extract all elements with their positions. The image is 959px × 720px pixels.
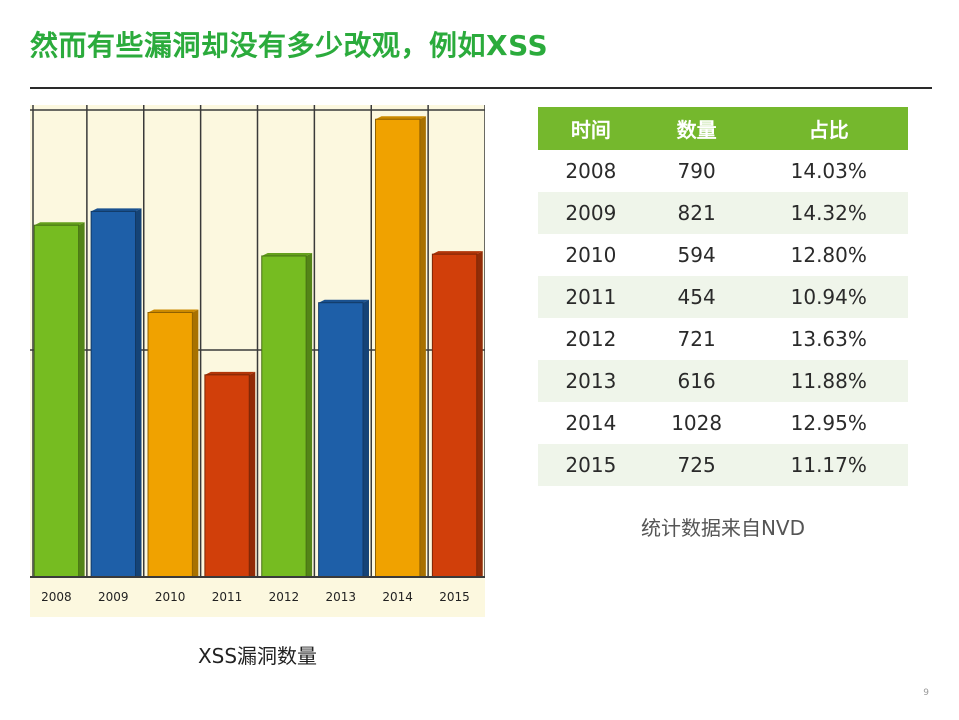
cell-count: 616 bbox=[643, 360, 750, 402]
table-row: 2009 821 14.32% bbox=[538, 192, 908, 234]
cell-count: 821 bbox=[643, 192, 750, 234]
table-row: 2011 454 10.94% bbox=[538, 276, 908, 318]
bar-side bbox=[78, 222, 85, 577]
bar-top bbox=[148, 309, 199, 313]
x-tick-label: 2009 bbox=[98, 590, 129, 604]
cell-year: 2010 bbox=[538, 234, 644, 276]
cell-share: 12.95% bbox=[749, 402, 908, 444]
bar bbox=[261, 255, 307, 578]
cell-share: 11.17% bbox=[749, 444, 908, 486]
bar-side bbox=[476, 251, 483, 578]
cell-year: 2011 bbox=[538, 276, 644, 318]
cell-count: 454 bbox=[643, 276, 750, 318]
xss-bar-chart: 2008 2009 2010 2011 2012 2013 2014 2015 bbox=[30, 105, 485, 617]
table-source-note: 统计数据来自NVD bbox=[640, 516, 806, 540]
cell-share: 13.63% bbox=[749, 318, 908, 360]
table-row: 2014 1028 12.95% bbox=[538, 402, 908, 444]
title-divider bbox=[30, 87, 932, 89]
cell-year: 2008 bbox=[538, 150, 644, 192]
bar-top bbox=[204, 371, 256, 375]
table-row: 2012 721 13.63% bbox=[538, 318, 908, 360]
table-header-row: 时间 数量 占比 bbox=[538, 107, 908, 150]
cell-count: 721 bbox=[643, 318, 750, 360]
xss-stats-table: 时间 数量 占比 2008 790 14.03% 2009 821 14.32% 2010 5… bbox=[538, 107, 908, 486]
bar bbox=[90, 210, 136, 578]
cell-year: 2009 bbox=[538, 192, 644, 234]
header-year: 时间 bbox=[538, 107, 644, 150]
cell-share: 11.88% bbox=[749, 360, 908, 402]
bar bbox=[33, 224, 80, 578]
chart-svg: 2008 2009 2010 2011 2012 2013 2014 2015 bbox=[30, 105, 485, 617]
cell-count: 1028 bbox=[643, 402, 750, 444]
x-tick-label: 2013 bbox=[326, 590, 357, 604]
bar bbox=[431, 253, 478, 578]
x-tick-label: 2008 bbox=[41, 590, 72, 604]
table-row: 2008 790 14.03% bbox=[538, 150, 908, 192]
bar bbox=[147, 312, 193, 578]
chart-caption: XSS漏洞数量 bbox=[197, 644, 318, 668]
bar-side bbox=[249, 371, 256, 577]
bar-top bbox=[375, 116, 426, 120]
cell-share: 10.94% bbox=[749, 276, 908, 318]
bar bbox=[318, 302, 364, 578]
x-tick-label: 2012 bbox=[269, 590, 300, 604]
bar-side bbox=[419, 116, 426, 577]
cell-share: 14.32% bbox=[749, 192, 908, 234]
header-share: 占比 bbox=[749, 107, 908, 150]
bar-side bbox=[306, 252, 313, 578]
bar-side bbox=[135, 208, 142, 577]
header-count: 数量 bbox=[643, 107, 750, 150]
bar-side bbox=[192, 309, 199, 577]
table-row: 2013 616 11.88% bbox=[538, 360, 908, 402]
cell-year: 2014 bbox=[538, 402, 644, 444]
bar-top bbox=[34, 222, 85, 226]
bar-side bbox=[362, 299, 369, 577]
bar bbox=[375, 118, 421, 578]
cell-share: 14.03% bbox=[749, 150, 908, 192]
cell-count: 790 bbox=[643, 150, 750, 192]
cell-share: 12.80% bbox=[749, 234, 908, 276]
bar-top bbox=[318, 299, 369, 303]
cell-year: 2013 bbox=[538, 360, 644, 402]
x-tick-label: 2015 bbox=[439, 590, 470, 604]
bar-top bbox=[91, 208, 142, 212]
bar-top bbox=[432, 251, 483, 255]
table-row: 2010 594 12.80% bbox=[538, 234, 908, 276]
bar bbox=[204, 374, 250, 578]
cell-year: 2012 bbox=[538, 318, 644, 360]
page-number: 9 bbox=[923, 688, 929, 698]
table-row: 2015 725 11.17% bbox=[538, 444, 908, 486]
x-tick-label: 2010 bbox=[155, 590, 186, 604]
cell-year: 2015 bbox=[538, 444, 644, 486]
cell-count: 725 bbox=[643, 444, 750, 486]
slide-title: 然而有些漏洞却没有多少改观，例如XSS bbox=[30, 29, 549, 62]
cell-count: 594 bbox=[643, 234, 750, 276]
x-tick-label: 2014 bbox=[382, 590, 413, 604]
bar-top bbox=[261, 252, 313, 256]
x-tick-label: 2011 bbox=[212, 590, 243, 604]
